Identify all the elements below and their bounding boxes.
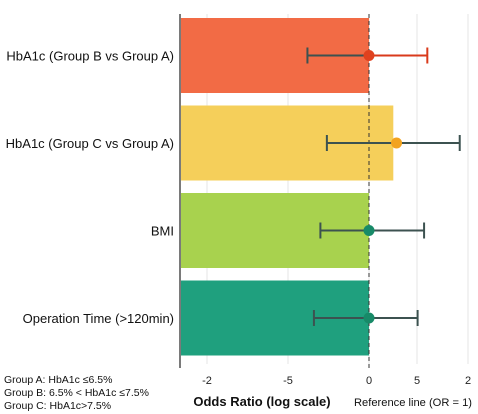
category-label: BMI [151,224,174,239]
x-tick-label: -5 [283,375,293,387]
x-tick-label: -2 [202,375,212,387]
x-tick-label: 0 [366,375,372,387]
point-estimate [391,137,403,149]
group-c-note: Group C: HbA1c>7.5% [4,400,112,412]
point-estimate [363,225,375,236]
category-label: HbA1c (Group C vs Group A) [6,136,174,151]
category-label: HbA1c (Group B vs Group A) [6,49,174,64]
category-label: Operation Time (>120min) [23,311,174,326]
error-bars [306,47,461,326]
x-tick-labels: -2 -5 0 5 2 [202,375,471,387]
category-labels: HbA1c (Group B vs Group A) HbA1c (Group C… [6,49,174,327]
x-axis-title: Odds Ratio (log scale) [193,394,330,409]
reference-line-label: Reference line (OR = 1) [354,397,472,409]
point-estimates [363,50,403,324]
point-estimate [363,312,375,324]
point-estimate [363,50,375,61]
x-tick-label: 5 [414,375,420,387]
group-b-note: Group B: 6.5% < HbA1c ≤7.5% [4,387,149,399]
group-a-note: Group A: HbA1c ≤6.5% [4,374,113,386]
x-tick-label: 2 [465,375,471,387]
bars [181,18,394,356]
